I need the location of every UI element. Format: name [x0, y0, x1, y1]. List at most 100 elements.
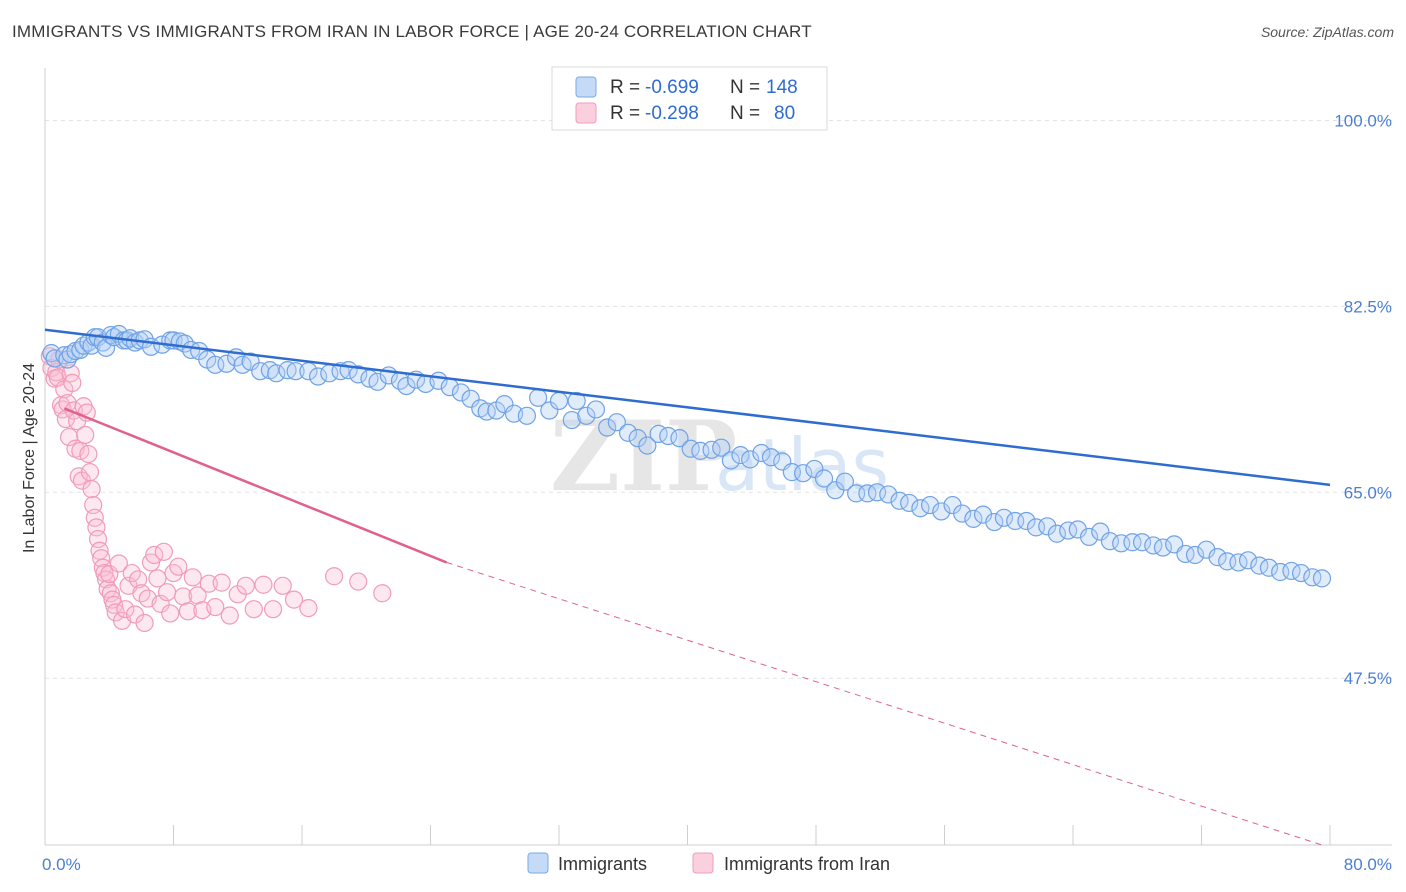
legend-r-value-2: -0.298: [645, 103, 699, 124]
immigrants-point-62: [495, 395, 514, 414]
immigrants-point-75: [628, 429, 647, 448]
iran-point-24: [80, 463, 100, 482]
y-axis-label: In Labor Force | Age 20-24: [21, 363, 38, 553]
immigrants-point-109: [985, 512, 1004, 532]
iran-point-39: [104, 595, 124, 615]
immigrants-point-52: [397, 376, 416, 396]
immigrants-point-97: [858, 484, 877, 503]
immigrants-point-57: [451, 383, 471, 402]
immigrants-point-39: [267, 364, 286, 383]
immigrants-point-49: [368, 372, 387, 391]
immigrants-point-114: [1038, 517, 1057, 536]
bottom-legend-label-iran: Immigrants from Iran: [724, 854, 890, 874]
immigrants-point-125: [1153, 538, 1173, 557]
immigrants-point-104: [932, 502, 951, 521]
bottom-legend-swatch-immigrants: [527, 852, 549, 874]
iran-point-28: [87, 518, 106, 537]
iran-point-67: [212, 573, 231, 592]
immigrants-point-92: [805, 459, 824, 479]
iran-point-77: [325, 567, 344, 586]
iran-point-70: [236, 576, 255, 595]
iran-point-76: [299, 599, 318, 618]
trendlines: [44, 328, 1331, 846]
iran-point-11: [59, 427, 79, 447]
immigrants-point-122: [1123, 533, 1142, 552]
bottom-legend-swatch-iran: [692, 852, 714, 874]
immigrants-point-86: [741, 450, 760, 469]
immigrants-point-112: [1017, 511, 1036, 531]
immigrants-point-85: [731, 446, 750, 465]
immigrants-point-99: [879, 485, 898, 504]
iran-point-73: [263, 600, 283, 619]
immigrants-point-43: [308, 367, 328, 386]
iran-point-62: [183, 568, 202, 587]
iran-point-47: [129, 570, 148, 589]
series-iran-points: [40, 347, 392, 633]
iran-point-29: [88, 529, 108, 549]
immigrants-point-128: [1185, 545, 1205, 565]
immigrants-point-127: [1176, 544, 1195, 564]
iran-point-74: [273, 576, 292, 595]
x-tick-label-1: 80.0%: [1344, 855, 1392, 874]
iran-point-53: [148, 569, 167, 588]
immigrants-point-120: [1100, 532, 1120, 551]
immigrants-point-88: [761, 448, 781, 467]
iran-point-79: [373, 584, 392, 603]
iran-point-66: [206, 597, 225, 617]
immigrants-point-71: [586, 400, 606, 419]
immigrants-point-116: [1059, 521, 1078, 540]
immigrants-point-139: [1303, 568, 1322, 587]
immigrants-point-119: [1091, 522, 1110, 541]
immigrants-point-4: [61, 345, 80, 364]
immigrants-point-69: [567, 391, 586, 411]
legend-n-value-1: 148: [766, 77, 798, 98]
immigrants-point-79: [670, 429, 689, 448]
immigrants-point-22: [135, 330, 154, 349]
iran-point-21: [76, 425, 95, 445]
immigrants-point-110: [994, 508, 1014, 527]
immigrants-point-76: [638, 436, 657, 455]
immigrants-point-74: [618, 423, 638, 442]
immigrants-point-118: [1079, 527, 1099, 547]
series-immigrants-points: [42, 324, 1332, 588]
immigrants-point-130: [1208, 548, 1227, 567]
immigrants-point-72: [598, 418, 617, 437]
immigrants-point-103: [920, 495, 940, 515]
immigrants-point-140: [1312, 569, 1332, 588]
legend-swatch-immigrants: [575, 76, 597, 98]
legend-r-value-1: -0.699: [645, 77, 699, 98]
axes: [44, 68, 1392, 846]
immigrants-point-60: [477, 402, 496, 421]
immigrants-point-87: [752, 443, 771, 463]
top-legend: R = -0.699 N = 148 R = -0.298 N = 80: [551, 66, 828, 131]
iran-point-41: [109, 554, 128, 573]
legend-n-label-1: N =: [730, 77, 760, 98]
legend-n-value-2: 80: [774, 103, 795, 124]
trendline-immigrants: [44, 328, 1331, 487]
immigrants-point-102: [911, 499, 930, 518]
immigrants-point-135: [1259, 558, 1279, 577]
immigrants-point-95: [835, 472, 855, 491]
y-tick-label-1: 65.0%: [1344, 483, 1392, 502]
iran-point-68: [220, 606, 239, 625]
legend-n-label-2: N =: [730, 103, 760, 124]
immigrants-point-67: [549, 391, 569, 411]
iran-point-55: [154, 542, 173, 561]
immigrants-point-101: [900, 493, 919, 513]
y-tick-label-2: 82.5%: [1344, 297, 1392, 316]
iran-point-56: [157, 583, 177, 602]
immigrants-point-133: [1238, 551, 1258, 570]
immigrants-point-107: [964, 509, 983, 528]
source-label: Source: ZipAtlas.com: [1260, 24, 1394, 40]
legend-r-label-2: R =: [610, 103, 640, 124]
chart-title: IMMIGRANTS VS IMMIGRANTS FROM IRAN IN LA…: [12, 22, 812, 41]
immigrants-point-138: [1291, 563, 1311, 583]
trendline-iran: [63, 407, 448, 564]
iran-point-43: [116, 600, 135, 619]
iran-point-71: [244, 600, 263, 619]
immigrants-point-91: [794, 464, 813, 483]
immigrants-point-84: [721, 451, 740, 470]
immigrants-point-66: [540, 401, 559, 420]
immigrants-point-98: [867, 483, 887, 502]
